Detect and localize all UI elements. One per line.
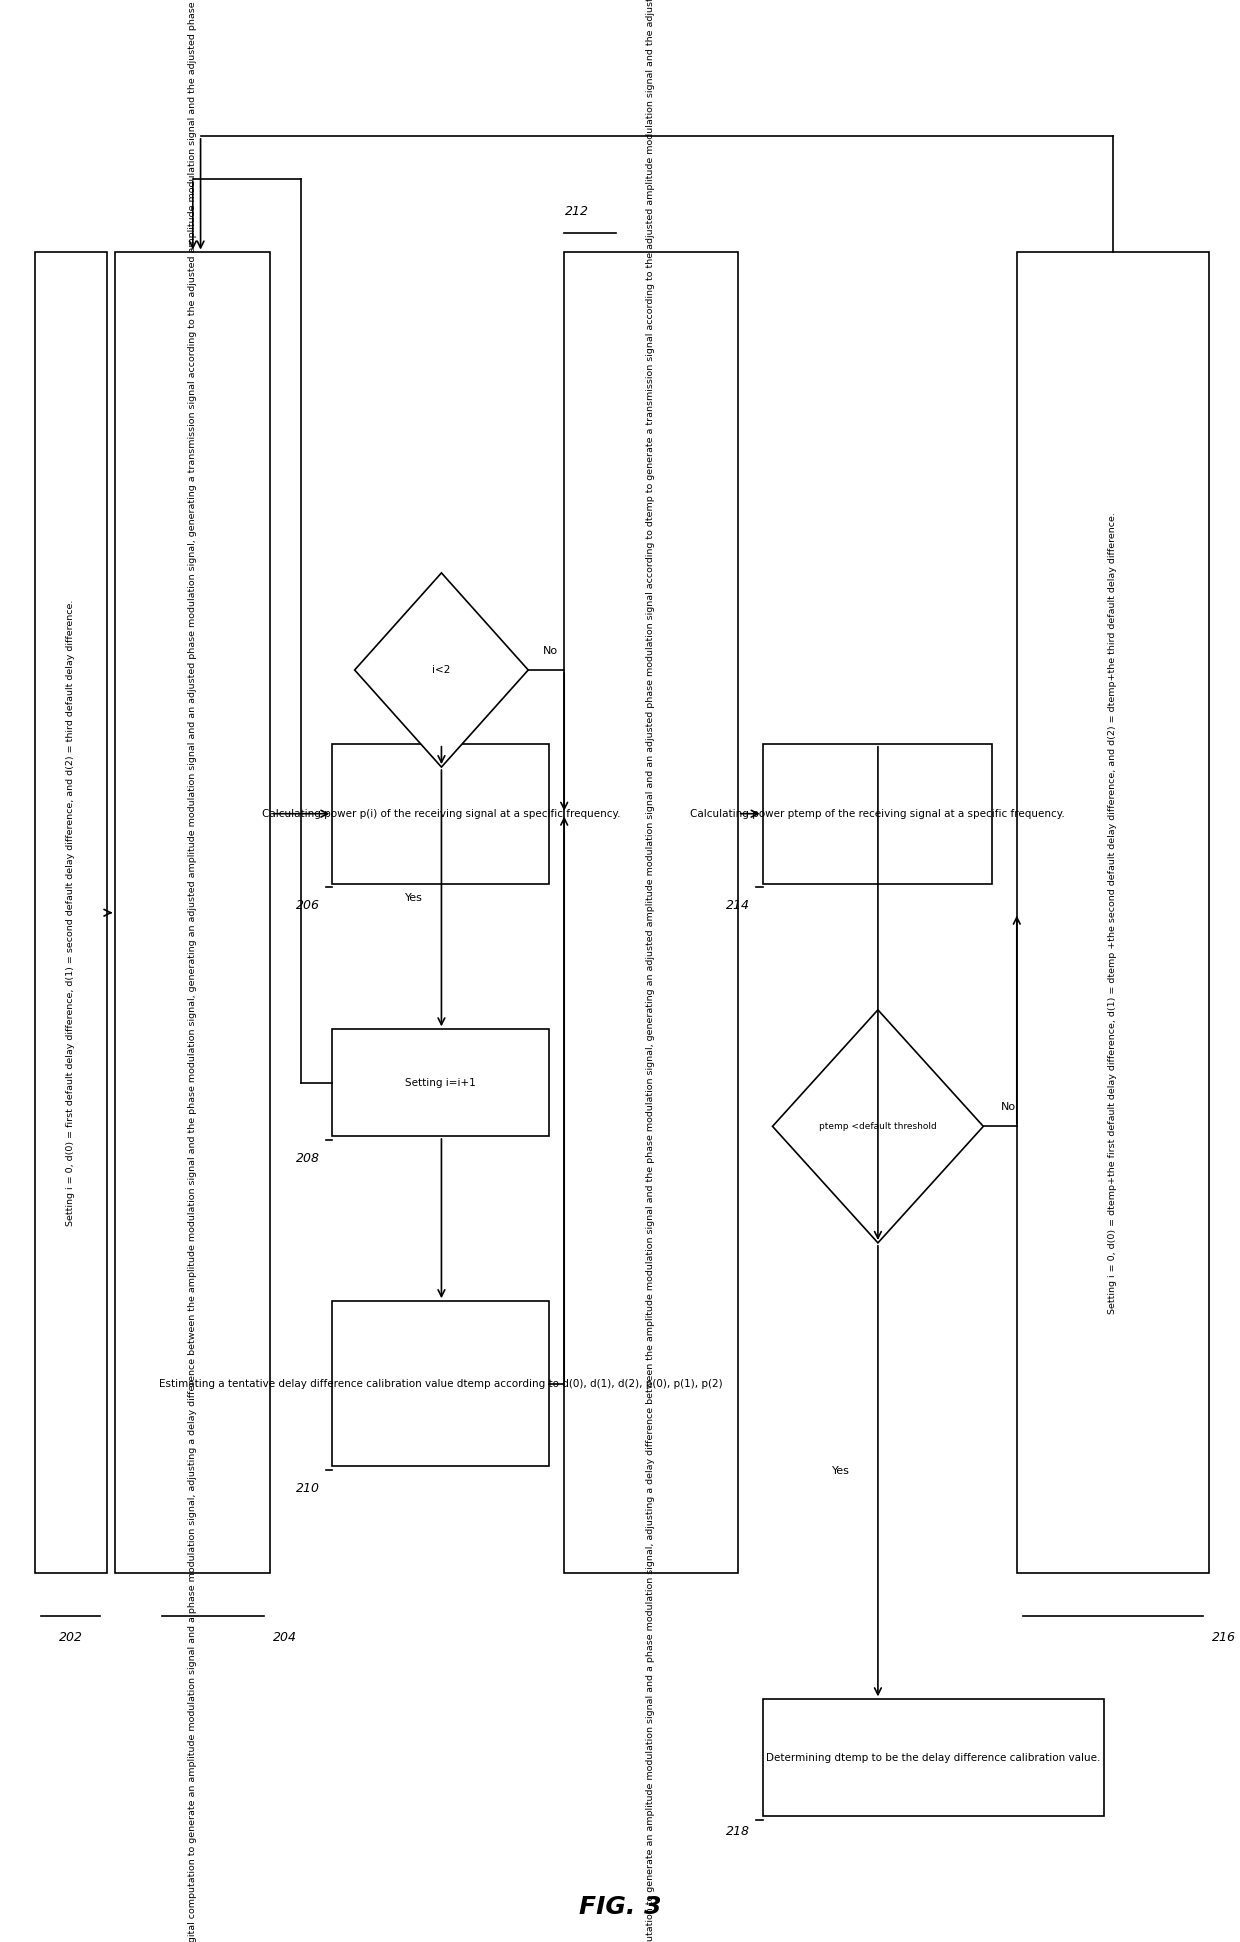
Text: Generating test signals and performing a coordinate rotation digital computation: Generating test signals and performing a…: [646, 0, 656, 1942]
Text: Determining dtemp to be the delay difference calibration value.: Determining dtemp to be the delay differ…: [766, 1752, 1100, 1763]
Text: Calculating power p(i) of the receiving signal at a specific frequency.: Calculating power p(i) of the receiving …: [262, 808, 620, 820]
Text: Calculating power ptemp of the receiving signal at a specific frequency.: Calculating power ptemp of the receiving…: [689, 808, 1065, 820]
Text: 210: 210: [296, 1482, 320, 1495]
Bar: [115, 252, 270, 1573]
Bar: [763, 1699, 1104, 1816]
Bar: [1017, 252, 1209, 1573]
Text: 212: 212: [564, 204, 589, 218]
Bar: [332, 1029, 549, 1136]
Text: 218: 218: [727, 1825, 750, 1839]
Text: 216: 216: [1211, 1631, 1236, 1645]
Text: 206: 206: [296, 899, 320, 913]
Bar: [332, 744, 549, 884]
Text: Yes: Yes: [405, 893, 423, 903]
Text: No: No: [1001, 1101, 1016, 1113]
Text: FIG. 3: FIG. 3: [579, 1895, 661, 1919]
Text: 208: 208: [296, 1152, 320, 1165]
Bar: [332, 1301, 549, 1466]
Polygon shape: [773, 1010, 983, 1243]
Text: Estimating a tentative delay difference calibration value dtemp according to d(0: Estimating a tentative delay difference …: [159, 1379, 723, 1389]
Text: 202: 202: [58, 1631, 83, 1645]
Text: 204: 204: [273, 1631, 298, 1645]
Bar: [564, 252, 738, 1573]
Text: i<2: i<2: [433, 664, 450, 676]
Text: 214: 214: [727, 899, 750, 913]
Polygon shape: [355, 573, 528, 767]
Bar: [763, 744, 992, 884]
Text: Setting i=i+1: Setting i=i+1: [405, 1078, 476, 1088]
Text: ptemp <default threshold: ptemp <default threshold: [820, 1122, 936, 1130]
Text: Yes: Yes: [832, 1466, 849, 1476]
Text: Setting i = 0, d(0) = dtemp+the first default delay difference, d(1) = dtemp +th: Setting i = 0, d(0) = dtemp+the first de…: [1109, 513, 1117, 1313]
Text: Setting i = 0, d(0) = first default delay difference, d(1) = second default dela: Setting i = 0, d(0) = first default dela…: [66, 600, 76, 1225]
Text: Generating test signals and performing a coordinate rotation digital computation: Generating test signals and performing a…: [188, 0, 197, 1942]
Bar: [35, 252, 107, 1573]
Text: No: No: [543, 645, 558, 656]
